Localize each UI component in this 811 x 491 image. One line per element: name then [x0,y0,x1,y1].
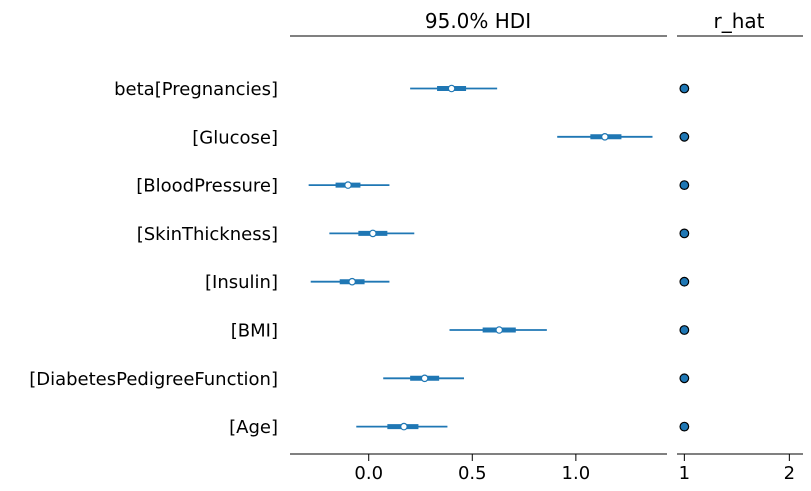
hdi-panel-title: 95.0% HDI [425,9,531,33]
rhat-point [679,83,690,94]
x-tick-label: 2 [784,463,795,484]
row-label: [BMI] [231,321,278,342]
row-label: [DiabetesPedigreeFunction] [29,369,278,390]
rhat-point [679,373,690,384]
x-tick-label: 0.0 [354,463,383,484]
rhat-point [679,131,690,142]
x-tick-label: 1.0 [562,463,591,484]
row-label: [Insulin] [205,272,278,293]
hdi-x-axis: 0.0 0.5 1.0 [354,454,590,484]
rhat-point [679,180,690,191]
x-tick-label: 0.5 [458,463,487,484]
mean-point [495,326,504,334]
mean-point [601,133,609,141]
row-label: [BloodPressure] [136,176,278,197]
mean-point [344,181,352,189]
mean-point [348,277,356,286]
mean-point [400,422,408,431]
mean-point [369,229,377,238]
rhat-marks [679,83,690,432]
row-label: beta[Pregnancies] [114,79,278,100]
rhat-point [679,421,690,432]
row-label: [Glucose] [192,127,278,148]
hdi-marks [308,84,653,431]
rhat-point [679,276,690,287]
row-labels: beta[Pregnancies] [Glucose] [BloodPressure… [29,79,278,438]
rhat-point [679,228,690,239]
rhat-point [679,325,690,335]
mean-point [447,84,456,93]
rhat-panel-title: r_hat [714,9,765,33]
x-tick-label: 1 [679,463,690,484]
mean-point [420,374,429,383]
row-label: [SkinThickness] [137,224,278,245]
row-label: [Age] [229,417,278,438]
